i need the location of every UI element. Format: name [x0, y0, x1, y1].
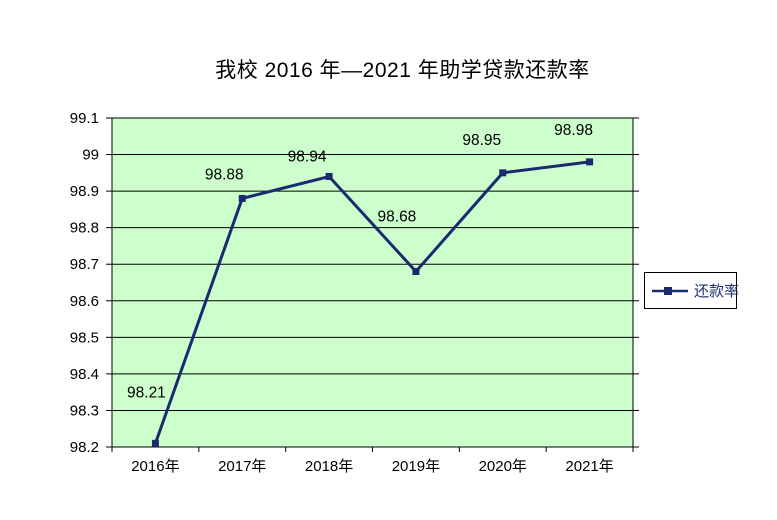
y-axis-tick-label: 98.3	[70, 402, 99, 419]
data-point-marker	[325, 172, 333, 180]
x-axis-tick-label: 2016年	[131, 458, 179, 475]
x-axis-tick-label: 2021年	[565, 458, 613, 475]
x-axis-tick-label: 2020年	[479, 458, 527, 475]
chart-title: 我校 2016 年—2021 年助学贷款还款率	[215, 59, 590, 82]
data-point-label: 98.88	[205, 166, 244, 183]
y-axis-tick-label: 99	[82, 147, 99, 164]
data-point-marker	[151, 439, 159, 447]
x-axis-tick-label: 2018年	[305, 458, 353, 475]
y-axis-tick-label: 98.8	[70, 220, 99, 237]
y-axis-tick-label: 98.9	[70, 183, 99, 200]
y-axis-tick-label: 98.5	[70, 329, 99, 346]
data-point-marker	[238, 194, 246, 202]
x-axis-tick-label: 2017年	[218, 458, 266, 475]
data-point-label: 98.68	[378, 209, 417, 226]
data-point-marker	[586, 158, 594, 166]
y-axis-tick-label: 99.1	[70, 110, 99, 127]
legend-label: 还款率	[694, 283, 740, 300]
legend-line-marker-icon	[652, 286, 688, 295]
plot-area-background	[111, 117, 634, 448]
x-axis-tick-label: 2019年	[392, 458, 440, 475]
data-point-marker	[412, 268, 420, 276]
data-point-label: 98.94	[288, 148, 327, 165]
data-point-label: 98.21	[127, 384, 166, 401]
data-point-label: 98.98	[554, 122, 593, 139]
data-point-label: 98.95	[462, 132, 501, 149]
series-line	[154, 160, 590, 444]
y-axis-tick-label: 98.6	[70, 293, 99, 310]
y-axis-tick-label: 98.4	[70, 366, 99, 383]
data-point-marker	[499, 169, 507, 177]
y-axis-tick-label: 98.2	[70, 439, 99, 456]
legend: 还款率	[644, 272, 740, 309]
y-axis-tick-label: 98.7	[70, 256, 99, 273]
